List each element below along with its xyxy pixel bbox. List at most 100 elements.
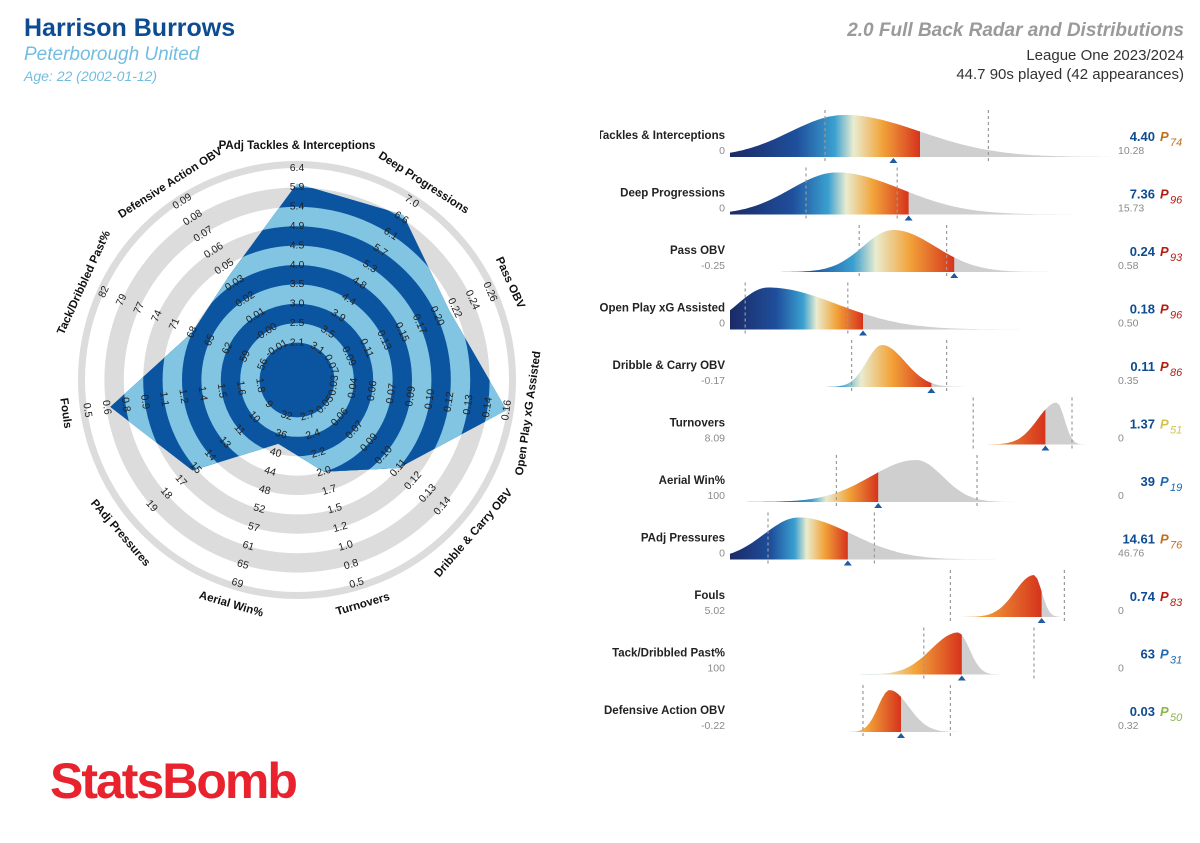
value-marker [927, 388, 936, 393]
radar-tick-label: 4.5 [290, 239, 305, 251]
percentile-prefix: P [1160, 417, 1169, 432]
metric-min: 100 [707, 663, 725, 675]
percentile-prefix: P [1160, 359, 1169, 374]
value-marker [897, 733, 905, 738]
metric-min: 0 [719, 145, 725, 157]
value-marker [843, 560, 852, 566]
percentile-value: 93 [1170, 252, 1183, 264]
metric-max: 0 [1118, 433, 1124, 445]
percentile-value: 74 [1170, 137, 1182, 149]
distribution-fill [730, 517, 848, 560]
radar-tick-label: 1.2 [176, 388, 190, 404]
radar-tick-label: 0.13 [461, 393, 476, 415]
radar-tick-label: 48 [257, 483, 272, 498]
radar-tick-label: 1.5 [326, 501, 344, 517]
metric-value: 0.24 [1130, 244, 1156, 259]
radar-tick-label: 52 [252, 501, 267, 516]
radar-axis-label: Fouls [57, 397, 73, 429]
distribution-curve [730, 575, 1110, 617]
radar-tick-label: 2.7 [299, 408, 317, 424]
metric-min: -0.25 [701, 260, 725, 272]
metric-min: -0.22 [701, 720, 725, 732]
metric-min: 0 [719, 548, 725, 560]
radar-tick-label: 0.8 [343, 557, 361, 573]
radar-tick-label: 6.4 [290, 162, 305, 174]
radar-tick-label: 2.2 [310, 445, 328, 461]
distribution-fill [730, 287, 863, 330]
radar-tick-label: 44 [263, 464, 278, 479]
metric-min: -0.17 [701, 375, 725, 387]
radar-tick-label: 68 [184, 324, 200, 340]
distribution-fill [730, 632, 962, 675]
radar-tick-label: 5.4 [290, 201, 305, 213]
metric-label: Turnovers [670, 418, 725, 430]
radar-tick-label: 74 [149, 308, 165, 324]
metric-min: 100 [707, 490, 725, 502]
value-marker [904, 215, 913, 221]
metric-value: 7.36 [1130, 187, 1155, 202]
metric-max: 10.28 [1118, 145, 1144, 157]
metric-max: 46.76 [1118, 548, 1144, 560]
radar-tick-label: 65 [202, 332, 218, 348]
radar-tick-label: 1.7 [321, 482, 339, 498]
metric-max: 0 [1118, 490, 1124, 502]
metric-max: 0.58 [1118, 260, 1139, 272]
distribution-fill [730, 172, 909, 215]
metric-max: 0 [1118, 605, 1124, 617]
radar-tick-label: 0.03 [326, 374, 341, 396]
radar-tick-label: 56 [255, 356, 271, 372]
radar-tick-label: 82 [96, 284, 112, 300]
metric-max: 0.35 [1118, 375, 1139, 387]
radar-tick-label: 69 [230, 576, 245, 591]
radar-axis-label: Open Play xG Assisted [514, 350, 544, 476]
radar-chart: 2.1 2.5 3.0 3.5 4.0 4.5 4.9 5.4 5.9 6.4 PAdj Tackl… [55, 140, 544, 620]
distribution-curve [730, 402, 1110, 445]
percentile-prefix: P [1160, 704, 1169, 719]
radar-tick-label: 1.6 [234, 380, 248, 396]
value-marker [957, 675, 966, 681]
radar-tick-label: 1.1 [157, 391, 171, 407]
metric-min: 5.02 [705, 605, 726, 617]
metric-value: 0.11 [1130, 359, 1155, 374]
percentile-prefix: P [1160, 474, 1169, 489]
radar-tick-label: 4.0 [290, 259, 305, 271]
metric-min: 0 [719, 203, 725, 215]
team-name: Peterborough United [24, 44, 200, 65]
percentile-prefix: P [1160, 647, 1169, 662]
percentile-value: 76 [1170, 540, 1183, 552]
age-line: Age: 22 (2002-01-12) [24, 68, 158, 84]
value-marker [1041, 445, 1050, 451]
percentile-value: 31 [1170, 655, 1182, 667]
radar-tick-label: 1.4 [196, 385, 210, 401]
metric-max: 0 [1118, 663, 1124, 675]
player-name: Harrison Burrows [24, 14, 236, 42]
value-marker [859, 330, 867, 336]
percentile-prefix: P [1160, 302, 1169, 317]
radar-tick-label: 0.06 [365, 380, 380, 402]
radar-tick-label: 4.9 [290, 220, 305, 232]
radar-tick-label: 2.1 [290, 336, 305, 348]
metric-label: Defensive Action OBV [604, 705, 725, 717]
radar-tick-label: 62 [220, 340, 236, 356]
metric-value: 0.74 [1130, 589, 1156, 604]
distribution-fill [730, 575, 1042, 617]
percentile-prefix: P [1160, 187, 1169, 202]
metric-max: 0.50 [1118, 318, 1139, 330]
metric-label: Dribble & Carry OBV [613, 360, 726, 372]
metric-label: Pass OBV [670, 245, 725, 257]
metric-label: Open Play xG Assisted [600, 303, 725, 315]
value-marker [874, 503, 883, 508]
metric-value: 39 [1141, 474, 1155, 489]
radar-tick-label: 40 [268, 446, 283, 461]
radar-tick-label: 0.5 [348, 575, 366, 591]
radar-tick-label: 0.10 [422, 388, 437, 410]
radar-tick-label: 57 [246, 520, 261, 535]
radar-tick-label: 0.09 [403, 385, 418, 407]
radar-tick-label: 71 [167, 316, 183, 332]
percentile-value: 83 [1170, 597, 1183, 609]
metric-value: 63 [1141, 647, 1155, 662]
metric-label: Aerial Win% [659, 475, 725, 487]
radar-tick-label: 32 [279, 408, 294, 423]
statsbomb-logo: StatsBomb [50, 753, 298, 809]
value-marker [889, 158, 898, 163]
